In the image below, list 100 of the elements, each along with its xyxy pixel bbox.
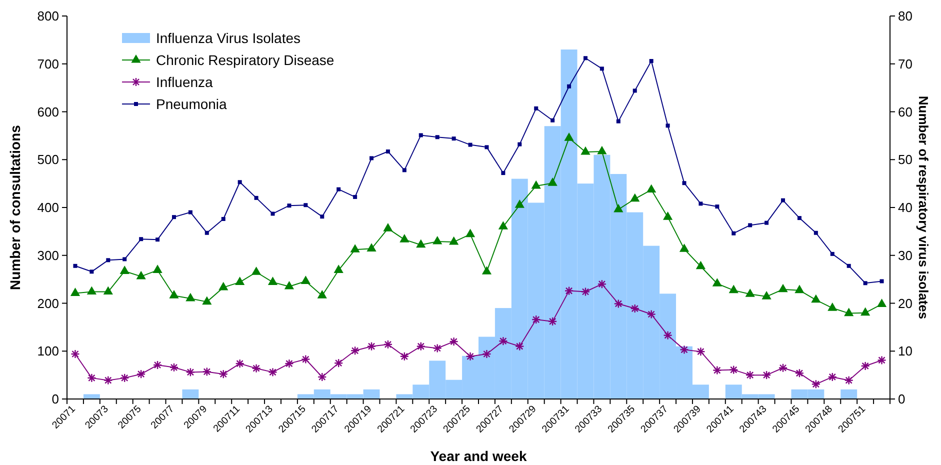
point	[531, 180, 541, 189]
point	[482, 266, 492, 274]
y2-tick-label: 40	[898, 200, 912, 216]
y-tick-label: 0	[52, 392, 59, 407]
point	[320, 214, 324, 219]
point	[732, 231, 736, 236]
y2-tick-label: 0	[898, 392, 906, 407]
point	[811, 294, 821, 303]
point	[235, 276, 245, 285]
point	[632, 88, 637, 93]
point	[432, 236, 442, 244]
point	[136, 270, 146, 280]
point	[152, 264, 162, 273]
y-tick-label: 500	[37, 152, 59, 168]
y2-tick-label: 30	[898, 248, 912, 263]
y-tick-label: 800	[37, 8, 59, 24]
point	[402, 168, 406, 172]
point	[139, 237, 144, 242]
point	[370, 156, 374, 160]
legend-label: Pneumonia	[156, 96, 228, 112]
y-tick-label: 400	[37, 200, 59, 216]
point	[828, 302, 838, 311]
y-tick-label: 300	[37, 248, 59, 263]
point	[778, 284, 788, 292]
point	[501, 171, 506, 176]
y2-tick-label: 60	[898, 104, 912, 120]
point	[876, 298, 887, 307]
point	[728, 284, 738, 294]
point	[846, 264, 851, 268]
point	[336, 187, 341, 192]
point	[204, 230, 209, 235]
point	[90, 270, 94, 274]
y2-tick-label: 50	[898, 152, 912, 168]
point	[484, 145, 489, 150]
point	[564, 132, 574, 141]
point	[468, 142, 472, 147]
point	[534, 106, 538, 110]
point	[120, 266, 130, 274]
y2-tick-label: 20	[898, 296, 912, 311]
point	[762, 291, 772, 300]
point	[748, 223, 752, 228]
legend-label: Chronic Respiratory Disease	[156, 52, 334, 68]
point	[715, 204, 720, 209]
point	[383, 223, 393, 232]
point	[366, 243, 376, 252]
y2-tick-label: 80	[898, 8, 912, 24]
point	[745, 288, 755, 297]
point	[662, 212, 673, 220]
point	[550, 118, 555, 122]
point	[156, 238, 160, 242]
point	[616, 119, 620, 124]
point	[583, 56, 588, 60]
point	[73, 264, 78, 268]
point	[863, 281, 868, 286]
point	[268, 276, 278, 285]
legend-label: Influenza	[156, 74, 214, 90]
point	[418, 133, 423, 138]
point	[70, 288, 80, 296]
point	[86, 286, 96, 295]
point	[452, 136, 456, 141]
point	[400, 234, 410, 242]
point	[597, 146, 607, 154]
point	[797, 216, 802, 220]
y2-axis-title: Number of respiratory virus isolates	[916, 96, 931, 320]
point	[416, 239, 426, 248]
bar	[840, 389, 858, 399]
point	[304, 203, 308, 208]
point	[518, 142, 522, 146]
point	[679, 244, 690, 252]
bar	[182, 389, 199, 399]
point	[567, 84, 572, 88]
y2-tick-label: 70	[898, 56, 912, 72]
point	[284, 280, 294, 290]
point	[764, 220, 769, 225]
point	[353, 194, 358, 199]
point	[814, 230, 818, 235]
point	[548, 178, 558, 186]
point	[666, 124, 670, 128]
point	[698, 202, 703, 206]
legend-label: Influenza Virus Isolates	[156, 30, 300, 46]
point	[188, 210, 192, 214]
point	[580, 146, 590, 155]
point	[122, 257, 127, 262]
point	[830, 252, 834, 256]
y-axis-title: Number of consultations	[7, 124, 23, 290]
point	[600, 66, 604, 71]
point	[682, 181, 686, 186]
point	[465, 228, 476, 238]
point	[300, 276, 310, 284]
point	[186, 292, 196, 302]
point	[251, 266, 262, 275]
point	[498, 221, 508, 230]
y-tick-label: 100	[37, 344, 59, 359]
point	[794, 284, 804, 294]
point	[169, 290, 179, 298]
point	[254, 196, 258, 200]
x-axis-title: Year and week	[430, 448, 527, 464]
y2-tick-label: 10	[898, 344, 912, 359]
point	[103, 286, 113, 295]
point	[350, 244, 360, 252]
